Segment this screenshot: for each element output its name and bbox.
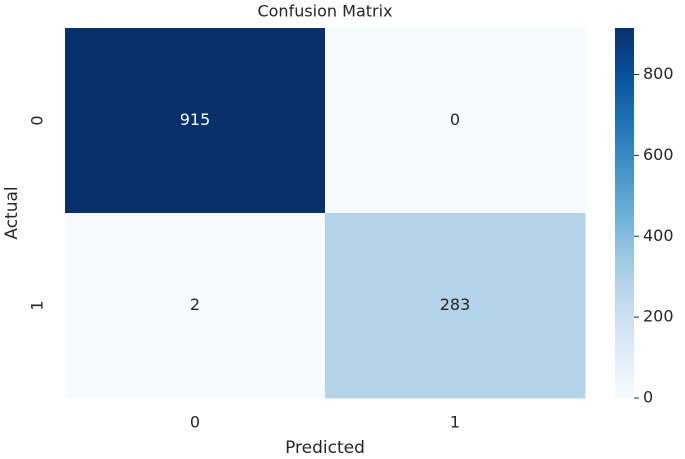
x-tick-label: 1 <box>450 413 460 432</box>
colorbar-tick-label: 0 <box>643 388 653 407</box>
chart-title: Confusion Matrix <box>257 2 392 21</box>
x-axis-label: Predicted <box>285 438 365 458</box>
heatmap-cell <box>65 28 326 214</box>
x-tick-label: 0 <box>190 413 200 432</box>
colorbar-tick-label: 600 <box>643 145 674 164</box>
y-tick-label: 1 <box>28 300 47 310</box>
heatmap-cell <box>325 28 586 214</box>
colorbar <box>615 28 634 398</box>
cell-label: 915 <box>180 110 211 129</box>
colorbar-tick-label: 200 <box>643 307 674 326</box>
colorbar-tick-label: 400 <box>643 226 674 245</box>
cell-label: 283 <box>440 295 471 314</box>
cell-label: 0 <box>450 110 460 129</box>
y-axis-label: Actual <box>2 186 22 239</box>
heatmap-cell <box>325 213 586 399</box>
heatmap-cell <box>65 213 326 399</box>
colorbar-tick-label: 800 <box>643 64 674 83</box>
y-tick-label: 0 <box>28 115 47 125</box>
cell-label: 2 <box>190 295 200 314</box>
